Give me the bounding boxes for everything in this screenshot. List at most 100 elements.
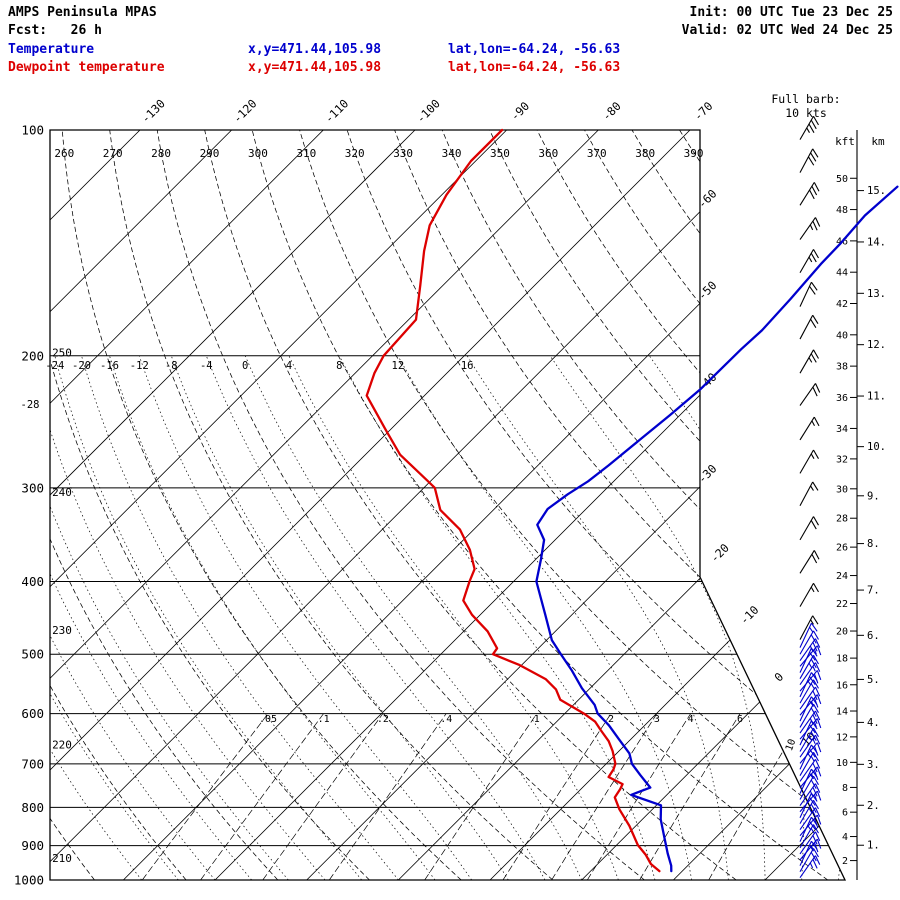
theta-label-top: 370 [587,147,607,160]
moist-adiabat-label: 8 [336,360,342,372]
wind-barb-full [816,742,822,753]
wind-barb-half [813,648,817,655]
kft-tick-label: 18 [836,654,848,665]
wind-barb-full [810,634,817,644]
wind-barb-full [812,787,818,797]
wind-barb-full [814,662,821,672]
wind-barb-full [809,189,815,200]
moist-adiabat-label-left: -28 [21,399,40,411]
frame-layer [49,129,847,881]
wind-barb-layer [799,115,822,879]
theta-label-top: 350 [490,147,510,160]
isotherm-line [306,130,845,880]
moist-adiabat-line [244,355,583,880]
moist-adiabat-line [338,355,656,880]
wind-barb-staff [799,630,814,655]
wind-barb-full [816,814,822,825]
wind-barb-full [810,744,818,754]
wind-barb-full [810,520,817,530]
wind-barb-full [810,731,817,741]
wind-barb-staff [799,416,815,441]
pressure-label: 400 [21,574,44,589]
kft-tick-label: 28 [836,514,848,525]
kft-tick-label: 32 [836,454,848,465]
theta-label-left: 230 [52,624,72,637]
wind-barb-full [814,638,821,648]
moist-adiabat-label: -20 [72,360,91,372]
wind-barb-staff [799,662,816,685]
wind-barb-half [807,752,812,758]
forecast-hour: Fcst: 26 h [8,23,102,38]
isotherm-label-top: -120 [230,96,260,126]
theta-label-top: 310 [296,147,316,160]
moist-adiabat-label: 4 [286,360,292,372]
theta-label-left: 240 [52,486,72,499]
dry-adiabat-line [204,130,737,880]
wind-barb-half [809,844,814,851]
wind-barb-full [810,353,817,363]
barb-legend-line1: Full barb: [771,92,840,106]
isotherm-label-slant: -10 [737,603,762,628]
wind-barb-full [814,783,821,793]
wind-barb-full [816,838,822,849]
wind-barb-half [809,626,814,633]
valid-time: Valid: 02 UTC Wed 24 Dec 25 [681,23,893,38]
wind-barb-full [810,696,818,706]
dry-adiabat-line [156,130,645,880]
isotherm-line [398,130,845,880]
wind-barb-full [814,759,821,769]
wind-barb-staff [799,703,814,728]
wind-barb-half [808,357,813,363]
km-tick-label: 6. [867,630,880,642]
wind-barb-staff [799,449,814,474]
dry-adiabat-line [50,130,95,880]
mixing-ratio-label: .1 [318,714,330,725]
moist-adiabat-line [50,355,252,880]
wind-barb-full [810,768,818,778]
wind-barb-full [807,156,815,166]
wind-barb-full [814,217,821,227]
isotherm-label-top: -80 [599,99,624,124]
wind-barb-full [810,281,818,291]
wind-barb-full [814,710,821,721]
wind-barb-full [808,123,815,133]
dry-adiabat-line [394,130,845,880]
wind-barb-full [813,655,819,665]
pressure-label: 700 [21,756,44,771]
kft-axis-title: kft [835,135,855,148]
header: AMPS Peninsula MPAS Init: 00 UTC Tue 23 … [0,0,900,80]
wind-barb-staff [799,481,814,507]
wind-barb-full [810,622,818,632]
wind-barb-half [812,811,816,817]
wind-barb-full [812,714,818,724]
wind-barb-half [809,772,814,779]
kft-tick-label: 24 [836,571,848,582]
wind-barb-half [808,662,813,669]
kft-tick-label: 30 [836,484,848,495]
wind-barb-half [810,619,814,625]
wind-barb-full [810,672,818,681]
legend-dewpoint-xy: x,y=471.44,105.98 [248,60,382,75]
km-tick-label: 7. [867,585,880,597]
wind-barb-full [813,703,819,713]
mixing-ratio-line [329,713,447,880]
wind-barb-full [813,416,820,427]
wind-barb-full [814,855,821,865]
wind-barb-full [810,779,817,789]
wind-barb-full [813,630,819,640]
pressure-label: 200 [21,348,44,363]
legend-temperature-xy: x,y=471.44,105.98 [248,42,382,57]
legend-dewpoint-label: Dewpoint temperature [8,60,165,75]
wind-barb-full [812,615,819,625]
kft-tick-label: 14 [836,707,848,718]
mixing-ratio-label: .4 [440,714,452,725]
moist-adiabat-label: 16 [461,360,474,372]
mixing-ratio-label: .05 [259,714,277,725]
moist-adiabat-label: -4 [200,360,213,372]
moist-adiabat-label: -12 [130,360,149,372]
wind-barb-full [810,816,818,826]
pressure-label: 600 [21,706,44,721]
km-tick-label: 1. [867,840,880,852]
